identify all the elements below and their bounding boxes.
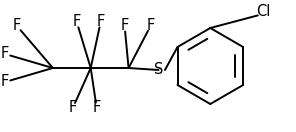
- Text: F: F: [96, 15, 105, 29]
- Text: F: F: [13, 18, 21, 34]
- Text: Cl: Cl: [256, 4, 270, 18]
- Text: F: F: [147, 18, 155, 34]
- Text: F: F: [69, 100, 77, 116]
- Text: F: F: [120, 18, 129, 34]
- Text: S: S: [154, 62, 163, 77]
- Text: F: F: [1, 74, 9, 89]
- Text: F: F: [1, 46, 9, 62]
- Text: F: F: [93, 100, 101, 116]
- Text: F: F: [73, 15, 81, 29]
